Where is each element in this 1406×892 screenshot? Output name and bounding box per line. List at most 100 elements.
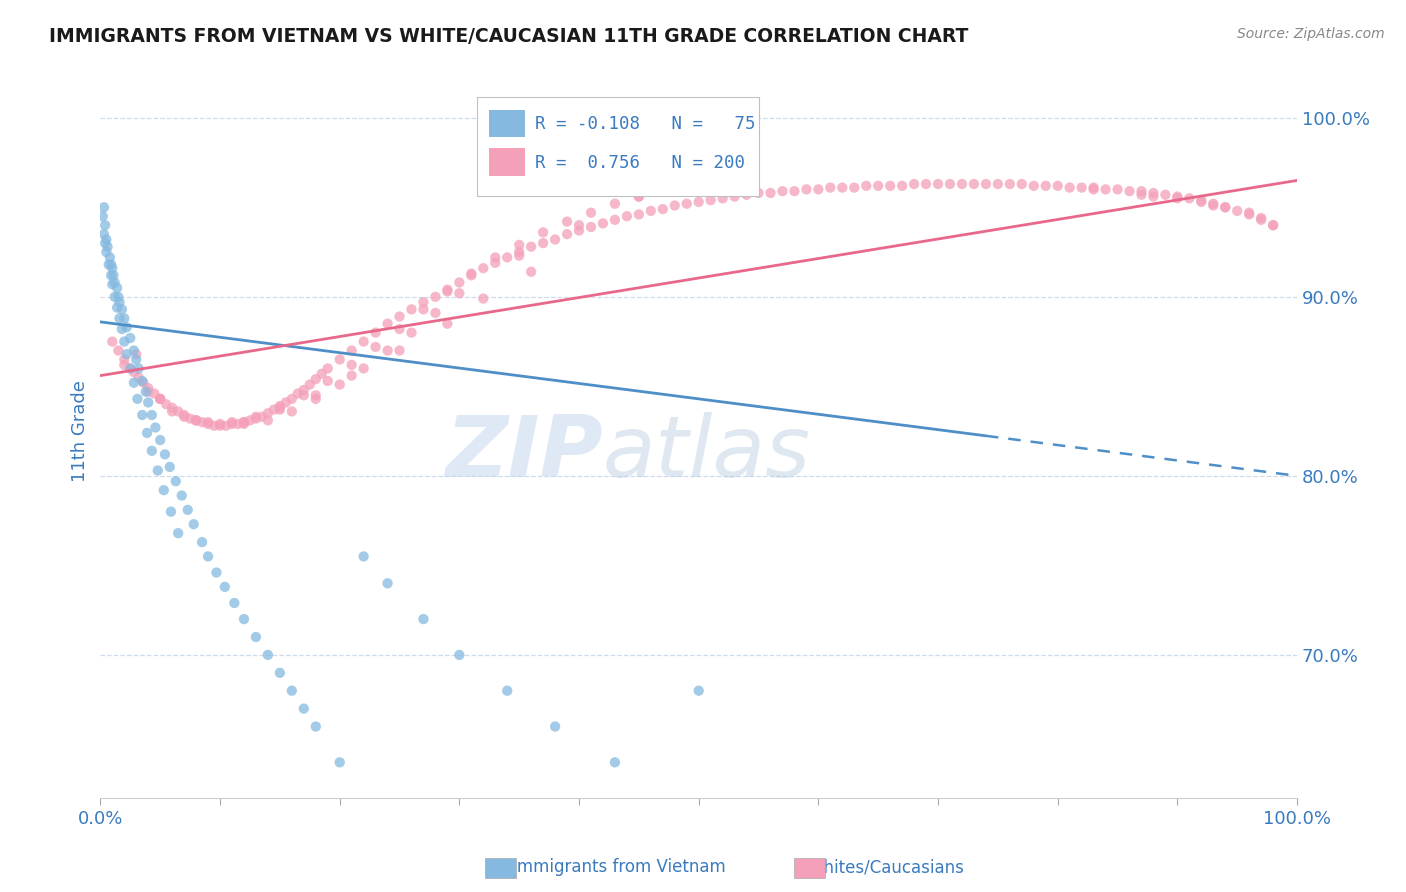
Point bbox=[226, 417, 249, 431]
Point bbox=[436, 283, 458, 297]
Point bbox=[640, 203, 662, 218]
Point bbox=[96, 240, 118, 254]
Point bbox=[105, 281, 128, 295]
Point bbox=[115, 320, 138, 334]
Point bbox=[257, 413, 280, 427]
Point bbox=[191, 535, 214, 549]
Point bbox=[263, 402, 285, 417]
Point bbox=[93, 227, 115, 242]
Point bbox=[855, 178, 877, 193]
Point bbox=[1107, 182, 1129, 196]
Point bbox=[98, 251, 121, 265]
Point bbox=[425, 306, 447, 320]
Point bbox=[141, 408, 163, 422]
Point bbox=[107, 290, 129, 304]
Point bbox=[167, 526, 190, 541]
Point bbox=[305, 388, 328, 402]
Text: ZIP: ZIP bbox=[446, 411, 603, 495]
Point bbox=[101, 334, 124, 349]
Point bbox=[377, 576, 399, 591]
Point bbox=[735, 187, 758, 202]
Point bbox=[112, 311, 135, 326]
Text: Source: ZipAtlas.com: Source: ZipAtlas.com bbox=[1237, 27, 1385, 41]
Point bbox=[233, 415, 256, 429]
Point bbox=[136, 425, 159, 440]
Point bbox=[329, 352, 352, 367]
Point bbox=[377, 317, 399, 331]
Point bbox=[245, 411, 267, 425]
Point bbox=[759, 186, 782, 200]
Point bbox=[449, 276, 471, 290]
Point bbox=[128, 370, 150, 384]
Point bbox=[699, 193, 721, 207]
Point bbox=[531, 236, 554, 251]
Point bbox=[94, 218, 117, 232]
Point bbox=[146, 463, 169, 477]
Point bbox=[173, 409, 195, 424]
Point bbox=[91, 209, 114, 223]
Text: atlas: atlas bbox=[603, 411, 811, 495]
Point bbox=[100, 268, 122, 283]
Point bbox=[1142, 186, 1164, 200]
Point bbox=[165, 474, 187, 488]
Point bbox=[412, 302, 434, 317]
Point bbox=[1213, 200, 1236, 214]
Point bbox=[1130, 184, 1153, 198]
Point bbox=[208, 418, 231, 433]
Point bbox=[107, 343, 129, 358]
Point bbox=[274, 395, 297, 409]
Point bbox=[651, 202, 673, 216]
Point bbox=[496, 251, 519, 265]
Point bbox=[233, 417, 256, 431]
Point bbox=[1250, 211, 1272, 225]
Point bbox=[221, 415, 243, 429]
Point bbox=[112, 334, 135, 349]
Point bbox=[353, 361, 375, 376]
Point bbox=[115, 347, 138, 361]
Point bbox=[143, 386, 166, 401]
Point bbox=[127, 392, 149, 406]
Point bbox=[1035, 178, 1057, 193]
Point bbox=[963, 177, 986, 191]
Point bbox=[305, 372, 328, 386]
Point bbox=[796, 182, 818, 196]
Point bbox=[183, 517, 205, 532]
Point bbox=[214, 580, 236, 594]
Point bbox=[1226, 203, 1249, 218]
Point bbox=[807, 182, 830, 196]
Point bbox=[950, 177, 973, 191]
Point bbox=[120, 331, 142, 345]
Point bbox=[568, 218, 591, 232]
Point bbox=[125, 352, 148, 367]
Point bbox=[568, 223, 591, 237]
Point bbox=[136, 395, 159, 409]
Point bbox=[388, 322, 411, 336]
Point bbox=[316, 361, 339, 376]
Point bbox=[388, 343, 411, 358]
Point bbox=[177, 503, 200, 517]
Point bbox=[688, 683, 710, 698]
Point bbox=[353, 334, 375, 349]
Point bbox=[167, 404, 190, 418]
Point bbox=[281, 683, 304, 698]
Point bbox=[159, 459, 181, 474]
Point bbox=[592, 216, 614, 230]
Point bbox=[915, 177, 938, 191]
Point bbox=[627, 189, 650, 203]
Point bbox=[651, 182, 673, 196]
Point bbox=[221, 417, 243, 431]
Point bbox=[305, 719, 328, 733]
Point bbox=[105, 301, 128, 315]
Point bbox=[197, 549, 219, 564]
Point bbox=[340, 343, 363, 358]
Point bbox=[603, 196, 626, 211]
FancyBboxPatch shape bbox=[489, 110, 526, 137]
Point bbox=[974, 177, 997, 191]
Point bbox=[364, 340, 387, 354]
Point bbox=[401, 302, 423, 317]
Point bbox=[269, 402, 291, 417]
Point bbox=[508, 249, 530, 263]
Point bbox=[987, 177, 1010, 191]
Point bbox=[472, 292, 495, 306]
Point bbox=[939, 177, 962, 191]
